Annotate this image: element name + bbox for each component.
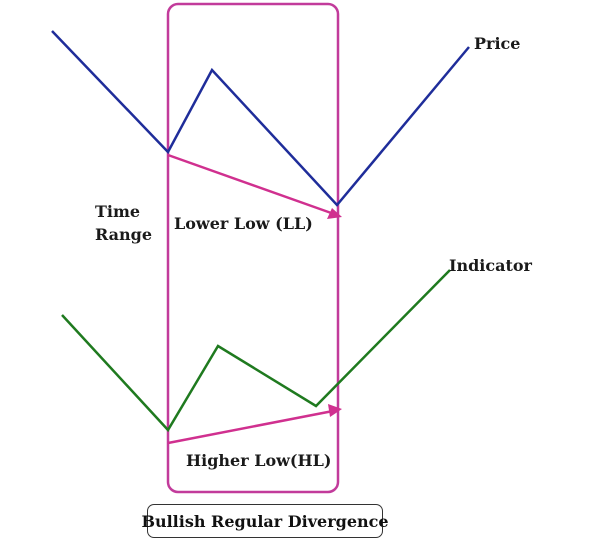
- diagram-caption: Bullish Regular Divergence: [141, 511, 389, 531]
- lower-low-arrowhead: [327, 208, 342, 219]
- lower-low-arrow: [167, 153, 335, 216]
- time-range-label-line1: Time: [95, 202, 141, 221]
- higher-low-arrow: [167, 409, 334, 445]
- time-range-label: Time Range: [95, 200, 152, 246]
- indicator-line: [61, 269, 451, 433]
- caption-box: Bullish Regular Divergence: [141, 504, 389, 538]
- higher-low-arrowhead: [328, 404, 342, 417]
- price-line: [51, 30, 470, 207]
- lower-low-label: Lower Low (LL): [174, 214, 313, 233]
- price-label: Price: [474, 34, 521, 53]
- higher-low-label: Higher Low(HL): [186, 451, 332, 470]
- indicator-label: Indicator: [449, 256, 532, 275]
- time-range-label-line2: Range: [95, 225, 153, 244]
- time-range-box: [166, 2, 340, 494]
